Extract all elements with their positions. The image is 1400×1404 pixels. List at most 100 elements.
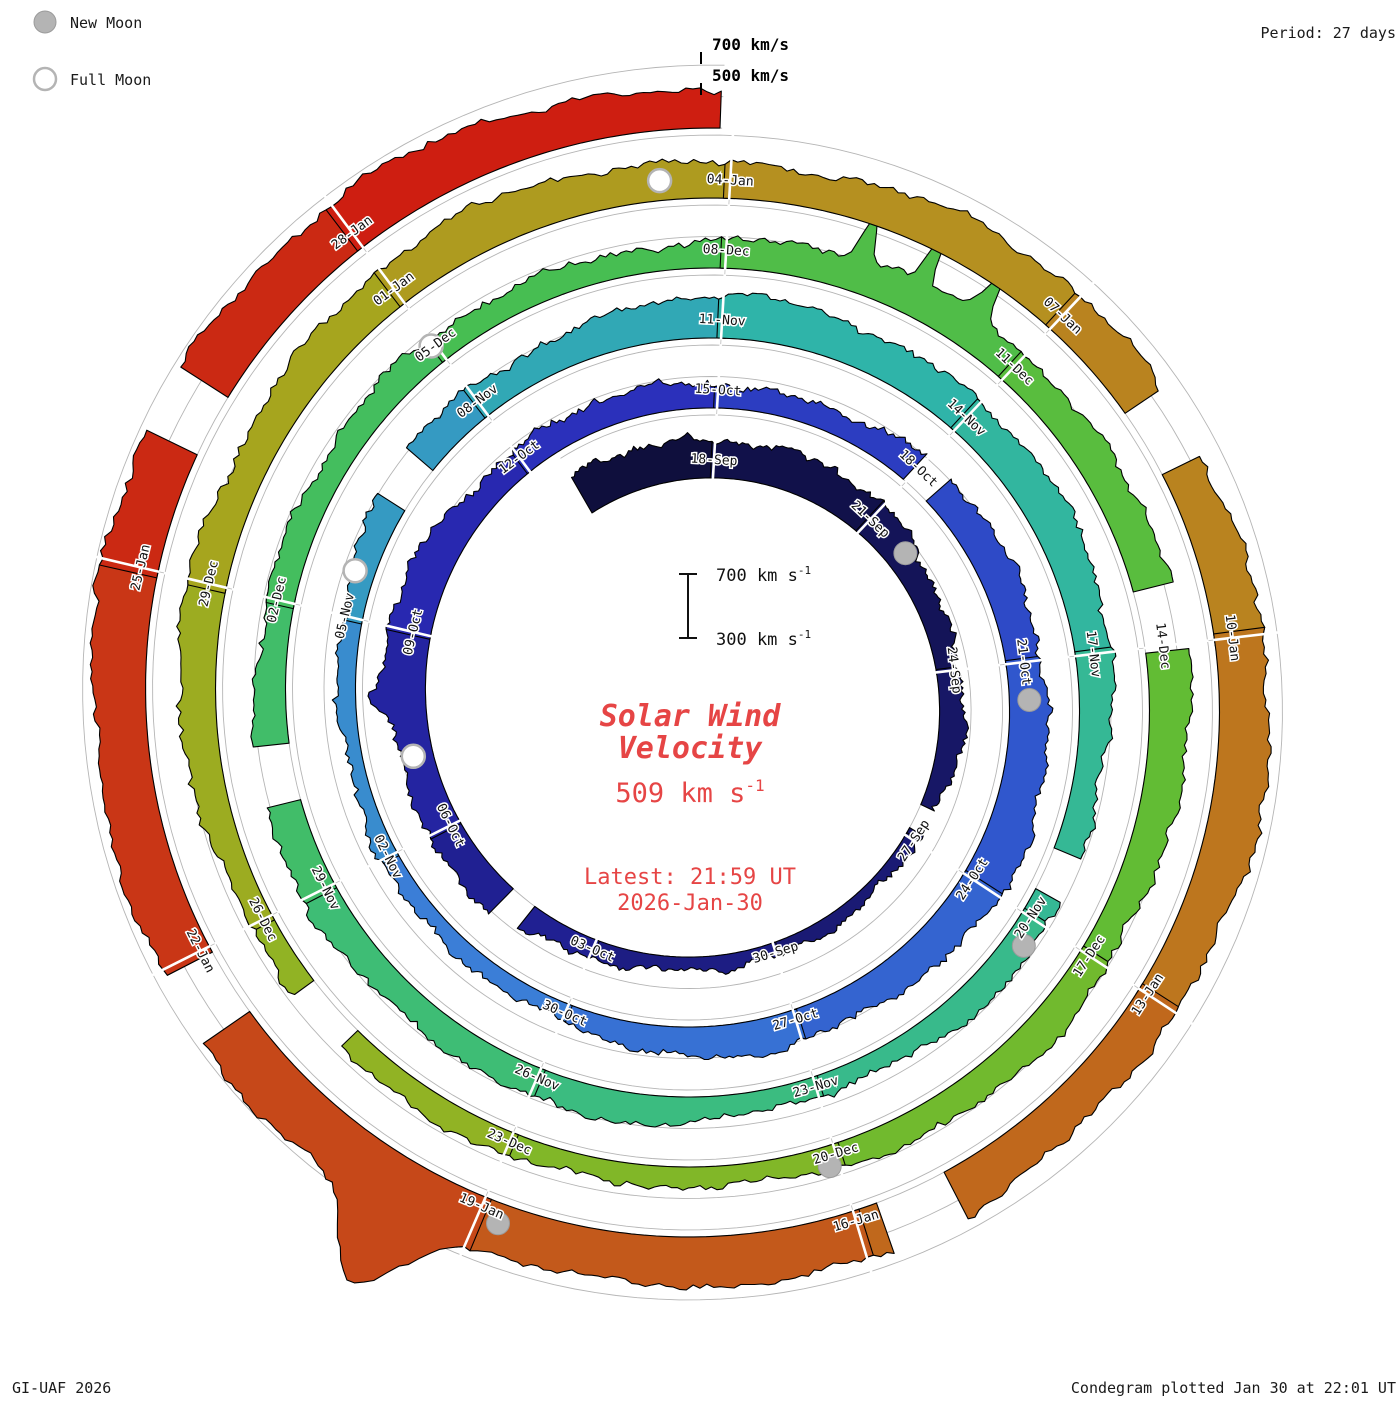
segment-separator — [1000, 332, 1047, 382]
date-label: 14-Dec — [1152, 622, 1172, 670]
velocity-segment — [202, 1010, 492, 1284]
segment-separator — [490, 419, 532, 474]
full-moon-label: Full Moon — [70, 71, 151, 89]
date-label: 15-Oct — [694, 382, 742, 400]
segment-separator — [486, 1130, 516, 1193]
center-scale-300: 300 km s-1 — [716, 628, 811, 650]
velocity-segment — [385, 447, 534, 640]
segment-separator — [1020, 910, 1077, 949]
scale-700-label: 700 km/s — [712, 35, 789, 54]
new-moon-label: New Moon — [70, 14, 142, 32]
velocity-segment — [98, 429, 198, 579]
segment-separator — [542, 1002, 571, 1064]
full-moon-marker — [400, 743, 427, 770]
segment-separator — [401, 818, 462, 851]
segment-separator — [163, 571, 228, 590]
segment-separator — [514, 1066, 543, 1128]
segment-separator — [811, 1075, 833, 1139]
segment-separator — [459, 1195, 488, 1257]
velocity-segment — [1045, 292, 1159, 414]
current-value-text: 509 km s — [615, 778, 745, 809]
velocity-segment — [341, 1029, 519, 1157]
velocity-segment — [943, 983, 1179, 1220]
scale-500-label: 500 km/s — [712, 66, 789, 85]
date-label: 04-Jan — [706, 172, 754, 190]
date-label: 08-Dec — [702, 242, 750, 260]
velocity-segment — [266, 799, 338, 905]
velocity-segment — [516, 905, 600, 960]
segment-separator — [1137, 987, 1194, 1026]
latest-time: Latest: 21:59 UT — [584, 865, 796, 890]
segment-separator — [151, 944, 212, 977]
segment-separator — [856, 485, 903, 535]
grid-spiral-700 — [82, 64, 1283, 1301]
top-velocity-scale: 700 km/s 500 km/s — [700, 35, 789, 95]
center-scale-700-sup: -1 — [798, 564, 811, 577]
date-label: 21-Oct — [1013, 638, 1033, 686]
segment-separator — [903, 833, 960, 872]
segment-separator — [231, 587, 297, 606]
velocity-segment — [497, 1130, 846, 1191]
segment-separator — [1073, 647, 1140, 658]
velocity-segment — [1053, 646, 1117, 860]
segment-separator — [1048, 281, 1096, 331]
velocity-segment — [557, 1002, 807, 1061]
segment-separator — [323, 194, 365, 250]
center-scale-300-text: 300 km s — [716, 630, 798, 650]
segment-separator — [1078, 948, 1136, 987]
segment-separator — [276, 881, 337, 914]
new-moon-marker — [1017, 688, 1042, 712]
velocity-segment — [713, 383, 928, 480]
segment-separator — [723, 204, 731, 270]
plotted-label: Condegram plotted Jan 30 at 22:01 UT — [1071, 1379, 1396, 1397]
chart-title-line2: Velocity — [618, 731, 763, 766]
velocity-segment — [920, 666, 970, 812]
date-label: 18-Sep — [690, 452, 738, 470]
segment-separator — [904, 434, 951, 484]
segment-separator — [719, 274, 727, 340]
current-value-sup: -1 — [745, 776, 764, 795]
separator-layer — [95, 134, 1279, 1273]
segment-separator — [299, 603, 365, 622]
segment-separator — [1143, 639, 1209, 650]
center-scale-700: 700 km s-1 — [716, 564, 811, 586]
date-label: 17-Nov — [1083, 630, 1103, 679]
segment-separator — [715, 344, 723, 410]
date-label: 24-Sep — [944, 646, 964, 695]
velocity-segment — [325, 87, 722, 252]
latest-date: 2026-Jan-30 — [617, 891, 763, 916]
new-moon-marker — [893, 541, 918, 566]
full-moon-marker — [342, 557, 368, 584]
velocity-segment — [570, 432, 719, 514]
segment-separator — [569, 938, 599, 1000]
segment-separator — [961, 871, 1019, 910]
segment-separator — [339, 850, 399, 883]
moon-legend: New Moon Full Moon — [32, 10, 151, 92]
full-moon-marker — [418, 333, 444, 359]
segment-separator — [95, 555, 160, 574]
new-moon-marker — [1011, 933, 1036, 958]
segment-separator — [214, 913, 274, 945]
velocity-segment — [175, 572, 276, 930]
full-moon-marker — [646, 167, 673, 194]
chart-title-line1: Solar Wind — [600, 699, 782, 734]
center-scale-300-sup: -1 — [798, 628, 811, 641]
spiral-data-layer — [89, 87, 1272, 1291]
segment-separator — [831, 1142, 853, 1206]
new-moon-marker — [486, 1211, 510, 1236]
segment-separator — [771, 941, 793, 1005]
velocity-segment — [525, 1066, 825, 1128]
current-value: 509 km s-1 — [615, 776, 764, 809]
segment-separator — [448, 363, 491, 418]
segment-separator — [365, 251, 407, 306]
velocity-segment — [997, 350, 1174, 593]
velocity-segment — [1161, 455, 1266, 647]
new-moon-marker — [817, 1154, 842, 1179]
segment-separator — [367, 620, 433, 638]
center-annotations: 700 km s-1 300 km s-1 Solar Wind Velocit… — [584, 564, 811, 916]
credit-label: GI-UAF 2026 — [12, 1379, 111, 1397]
velocity-segment — [180, 201, 369, 398]
segment-separator — [791, 1008, 813, 1072]
